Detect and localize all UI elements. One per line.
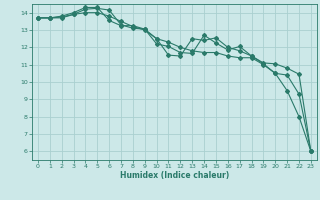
X-axis label: Humidex (Indice chaleur): Humidex (Indice chaleur)	[120, 171, 229, 180]
